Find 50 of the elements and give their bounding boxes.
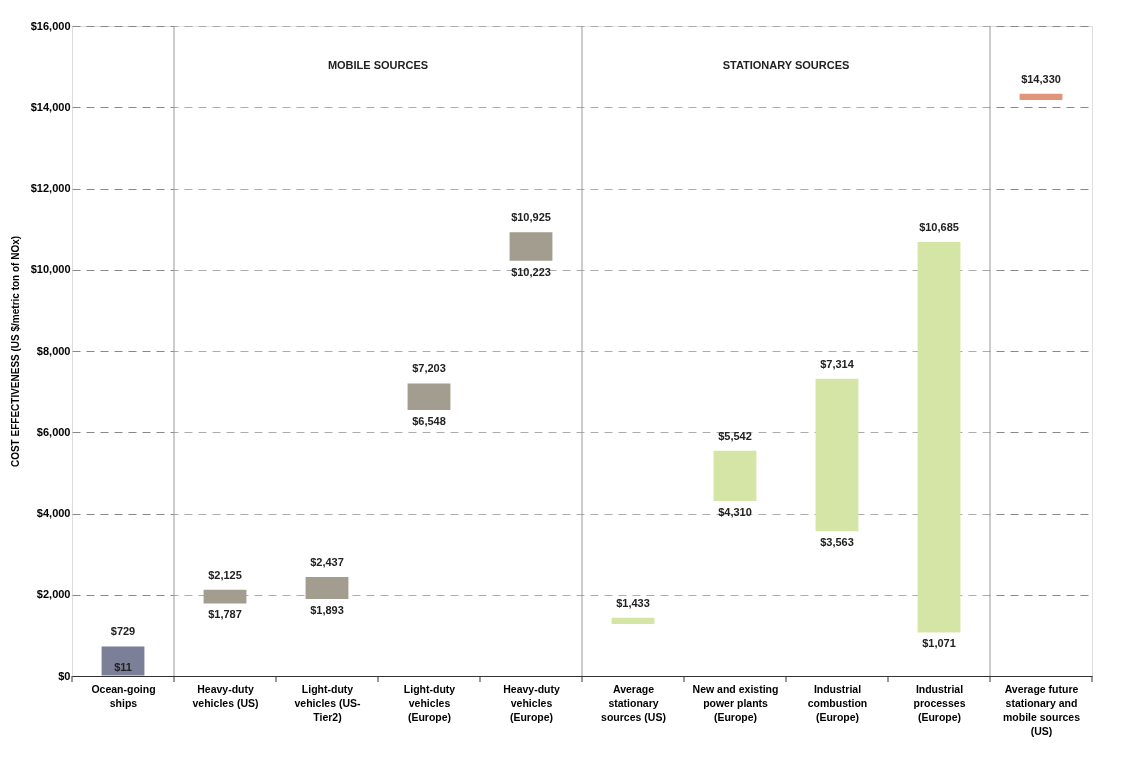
bar [815,378,859,532]
annotation: $10,925 [511,211,551,224]
annotation: $2,437 [310,556,344,568]
annotation: $1,071 [922,637,956,650]
x-tick-label: Average stationary sources (US) [601,682,666,723]
annotation: $1,433 [616,596,650,609]
y-tick-label: $0 [58,669,71,682]
bar [917,241,961,633]
x-tick-label: Industrial processes (Europe) [913,682,966,723]
annotation: $1,893 [310,604,344,617]
annotation: $729 [110,625,136,638]
bar [509,232,553,261]
annotation: $6,548 [412,414,446,427]
annotation: $10,223 [511,265,551,278]
annotation: $2,125 [208,568,242,581]
bar [101,646,145,676]
y-tick-label: $10,000 [30,263,71,276]
annotation: $1,787 [208,608,242,621]
x-tick-label: Heavy-duty vehicles (US) [192,682,259,709]
x-tick-label: Light-duty vehicles (Europe) [403,682,456,723]
x-tick-label: Average future stationary and mobile sources (US) [1002,682,1081,737]
bar [611,617,655,624]
annotation: $4,310 [718,505,752,518]
annotation: $5,542 [718,429,752,442]
annotation: $11 [114,660,132,673]
x-tick-label: Industrial combustion (Europe) [807,682,868,723]
y-tick-label: $4,000 [36,507,71,519]
annotation: $7,203 [412,362,446,375]
y-tick-label: $2,000 [36,588,71,601]
annotation: $7,314 [820,357,855,370]
annotation: $10,685 [919,220,959,233]
y-tick-label: $6,000 [36,425,71,438]
annotation: $14,330 [1021,72,1061,85]
y-tick-label: $8,000 [36,344,71,357]
annotation: $3,563 [820,536,854,549]
bar [1019,93,1063,100]
bar [203,589,247,604]
x-tick-label: Ocean-going ships [91,682,156,709]
x-tick-label: Heavy-duty vehicles (Europe) [503,682,560,723]
bar [713,450,757,501]
band-label: STATIONARY SOURCES [722,59,850,71]
bar [407,383,451,410]
band-label: MOBILE SOURCES [327,59,429,71]
y-tick-label: $12,000 [30,182,71,194]
y-tick-label: $16,000 [30,19,71,32]
y-axis-title: COST EFFECTIVENESS (US $/metric ton of NOx) [9,235,21,468]
bar [305,577,349,600]
y-tick-label: $14,000 [30,100,71,113]
x-tick-label: Light-duty vehicles (US-Tier2) [294,682,361,723]
x-tick-label: New and existing power plants (Europe) [692,682,779,723]
